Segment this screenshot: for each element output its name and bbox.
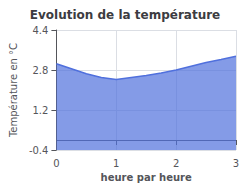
svg-text:-0.4: -0.4 xyxy=(29,145,49,156)
svg-text:2: 2 xyxy=(173,158,179,169)
svg-text:2.8: 2.8 xyxy=(33,65,49,76)
svg-text:heure par heure: heure par heure xyxy=(101,172,192,183)
svg-text:4.4: 4.4 xyxy=(33,25,49,36)
svg-text:1.2: 1.2 xyxy=(33,105,49,116)
svg-text:Température en °C: Température en °C xyxy=(8,43,19,138)
svg-text:3: 3 xyxy=(233,158,239,169)
svg-text:0: 0 xyxy=(53,158,59,169)
svg-text:Evolution de la température: Evolution de la température xyxy=(30,8,221,22)
svg-text:1: 1 xyxy=(113,158,119,169)
